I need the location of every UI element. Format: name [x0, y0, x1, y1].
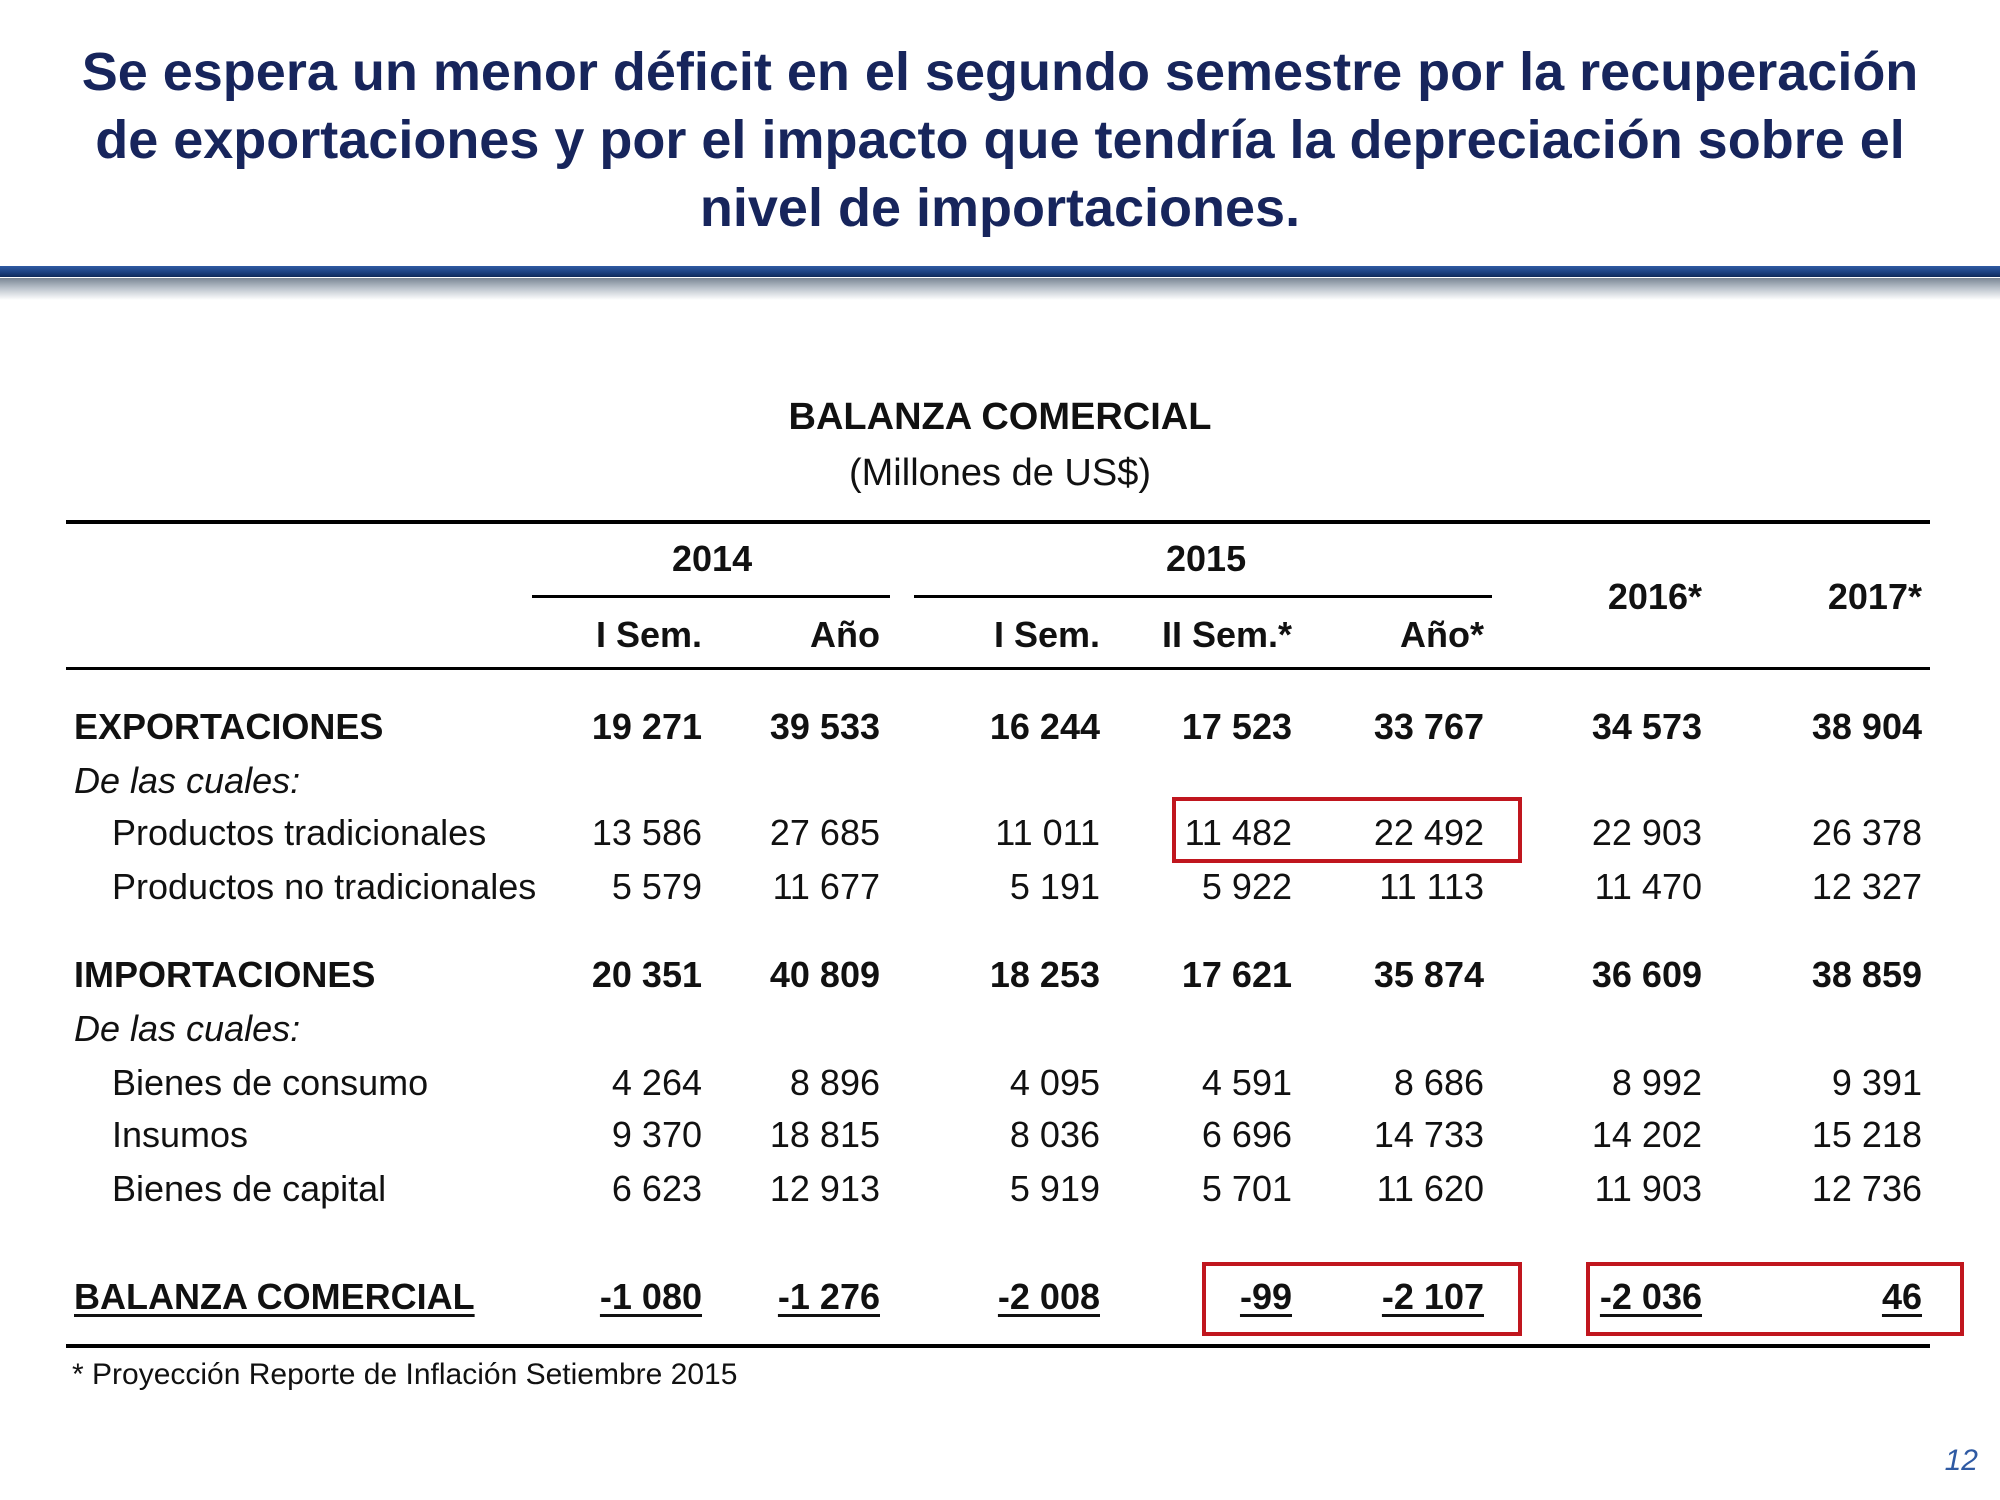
row-value: 5 919: [1009, 1168, 1100, 1209]
subheader-2015-iisem: II Sem.*: [1161, 614, 1292, 655]
row-label: De las cuales:: [74, 760, 301, 801]
row-label: Productos tradicionales: [112, 812, 487, 853]
row-label: De las cuales:: [74, 1008, 301, 1049]
row-value: 8 992: [1611, 1062, 1702, 1103]
highlight-box-tradicionales-2015: [1172, 797, 1522, 863]
header-2017: 2017*: [1827, 576, 1922, 617]
group-rule-2014: [532, 595, 890, 598]
row-value: 12 327: [1811, 866, 1922, 907]
row-value: 13 586: [591, 812, 702, 853]
group-rule-2015: [914, 595, 1492, 598]
row-value: 4 095: [1009, 1062, 1100, 1103]
row-value: 18 815: [769, 1114, 880, 1155]
row-value: 22 903: [1591, 812, 1702, 853]
headline: Se espera un menor déficit en el segundo…: [30, 38, 1970, 242]
row-label: Bienes de consumo: [112, 1062, 429, 1103]
row-value: 4 591: [1201, 1062, 1292, 1103]
highlight-box-balanza-projection: [1586, 1262, 1964, 1336]
headline-line-2: de exportaciones y por el impacto que te…: [95, 110, 1905, 170]
row-value: 40 809: [769, 954, 880, 995]
row-value: 6 696: [1201, 1114, 1292, 1155]
row-value: 36 609: [1591, 954, 1702, 995]
table-top-rule: [66, 520, 1930, 524]
row-value: 38 904: [1811, 706, 1922, 747]
row-label: BALANZA COMERCIAL: [74, 1276, 475, 1317]
row-label: Bienes de capital: [112, 1168, 387, 1209]
row-value: 11 011: [995, 812, 1100, 853]
row-value: 11 482: [1184, 812, 1292, 853]
header-bottom-rule: [66, 667, 1930, 670]
row-value: -1 276: [777, 1276, 880, 1317]
page-number: 12: [1944, 1444, 1978, 1477]
header-rule: [0, 266, 2000, 277]
header-2014: 2014: [672, 538, 753, 579]
row-value: 17 523: [1181, 706, 1292, 747]
row-value: 8 686: [1393, 1062, 1484, 1103]
row-value: -2 107: [1381, 1276, 1484, 1317]
row-value: 18 253: [989, 954, 1100, 995]
row-value: 38 859: [1811, 954, 1922, 995]
table-title: BALANZA COMERCIAL: [788, 396, 1212, 438]
footnote: * Proyección Reporte de Inflación Setiem…: [72, 1358, 738, 1391]
row-value: -99: [1239, 1276, 1292, 1317]
row-value: 5 922: [1201, 866, 1292, 907]
row-value: 26 378: [1811, 812, 1922, 853]
row-value: 33 767: [1373, 706, 1484, 747]
row-value: 12 913: [769, 1168, 880, 1209]
header-rule-shadow: [0, 278, 2000, 300]
row-value: 35 874: [1373, 954, 1484, 995]
row-value: 14 202: [1591, 1114, 1702, 1155]
subheader-2015-ano: Año*: [1400, 614, 1484, 655]
row-value: 4 264: [611, 1062, 702, 1103]
row-value: 11 903: [1594, 1168, 1702, 1209]
row-value: 16 244: [989, 706, 1100, 747]
table-bottom-rule: [66, 1344, 1930, 1348]
row-value: -2 036: [1599, 1276, 1702, 1317]
row-value: 5 701: [1201, 1168, 1292, 1209]
row-value: 11 113: [1379, 866, 1484, 907]
row-value: 27 685: [769, 812, 880, 853]
row-value: 17 621: [1181, 954, 1292, 995]
row-value: -2 008: [997, 1276, 1100, 1317]
header-2015: 2015: [1166, 538, 1247, 579]
row-value: 15 218: [1811, 1114, 1922, 1155]
row-label: EXPORTACIONES: [74, 706, 384, 747]
row-value: 9 370: [611, 1114, 702, 1155]
subheader-2014-isem: I Sem.: [595, 614, 702, 655]
headline-line-3: nivel de importaciones.: [699, 178, 1301, 238]
row-value: 39 533: [769, 706, 880, 747]
row-value: 20 351: [591, 954, 702, 995]
row-label: Productos no tradicionales: [112, 866, 537, 907]
row-label: Insumos: [112, 1114, 249, 1155]
row-value: 9 391: [1831, 1062, 1922, 1103]
row-value: 8 896: [789, 1062, 880, 1103]
table-unit: (Millones de US$): [849, 452, 1151, 494]
subheader-2014-ano: Año: [810, 614, 880, 655]
row-value: 14 733: [1373, 1114, 1484, 1155]
row-value: 12 736: [1811, 1168, 1922, 1209]
row-value: 5 191: [1009, 866, 1100, 907]
highlight-box-balanza-2015: [1202, 1262, 1522, 1336]
row-value: 6 623: [611, 1168, 702, 1209]
row-value: 19 271: [591, 706, 702, 747]
subheader-2015-isem: I Sem.: [993, 614, 1100, 655]
headline-line-1: Se espera un menor déficit en el segundo…: [81, 42, 1919, 102]
row-label: IMPORTACIONES: [74, 954, 376, 995]
row-value: 22 492: [1373, 812, 1484, 853]
row-value: 11 620: [1376, 1168, 1484, 1209]
header-2016: 2016*: [1607, 576, 1702, 617]
row-value: 8 036: [1009, 1114, 1100, 1155]
row-value: 11 470: [1594, 866, 1702, 907]
row-value: 34 573: [1591, 706, 1702, 747]
row-value: -1 080: [599, 1276, 702, 1317]
row-value: 5 579: [611, 866, 702, 907]
row-value: 46: [1881, 1276, 1922, 1317]
row-value: 11 677: [772, 866, 880, 907]
